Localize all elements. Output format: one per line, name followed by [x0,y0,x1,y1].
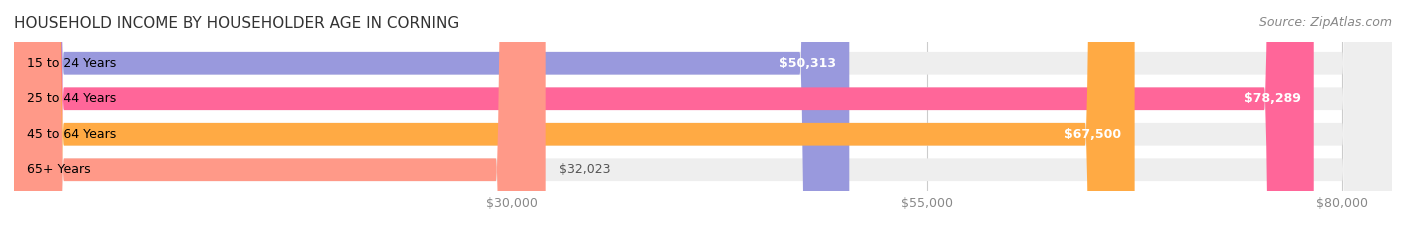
Text: $32,023: $32,023 [560,163,610,176]
Text: 15 to 24 Years: 15 to 24 Years [27,57,117,70]
Text: $50,313: $50,313 [779,57,837,70]
FancyBboxPatch shape [14,0,1392,233]
Text: $78,289: $78,289 [1243,92,1301,105]
Text: 45 to 64 Years: 45 to 64 Years [27,128,117,141]
FancyBboxPatch shape [14,0,1313,233]
FancyBboxPatch shape [14,0,1392,233]
FancyBboxPatch shape [14,0,1392,233]
Text: HOUSEHOLD INCOME BY HOUSEHOLDER AGE IN CORNING: HOUSEHOLD INCOME BY HOUSEHOLDER AGE IN C… [14,16,460,31]
FancyBboxPatch shape [14,0,1392,233]
Text: 65+ Years: 65+ Years [27,163,91,176]
Text: $67,500: $67,500 [1064,128,1122,141]
FancyBboxPatch shape [14,0,546,233]
FancyBboxPatch shape [14,0,1135,233]
Text: Source: ZipAtlas.com: Source: ZipAtlas.com [1258,16,1392,29]
FancyBboxPatch shape [14,0,849,233]
Text: 25 to 44 Years: 25 to 44 Years [27,92,117,105]
